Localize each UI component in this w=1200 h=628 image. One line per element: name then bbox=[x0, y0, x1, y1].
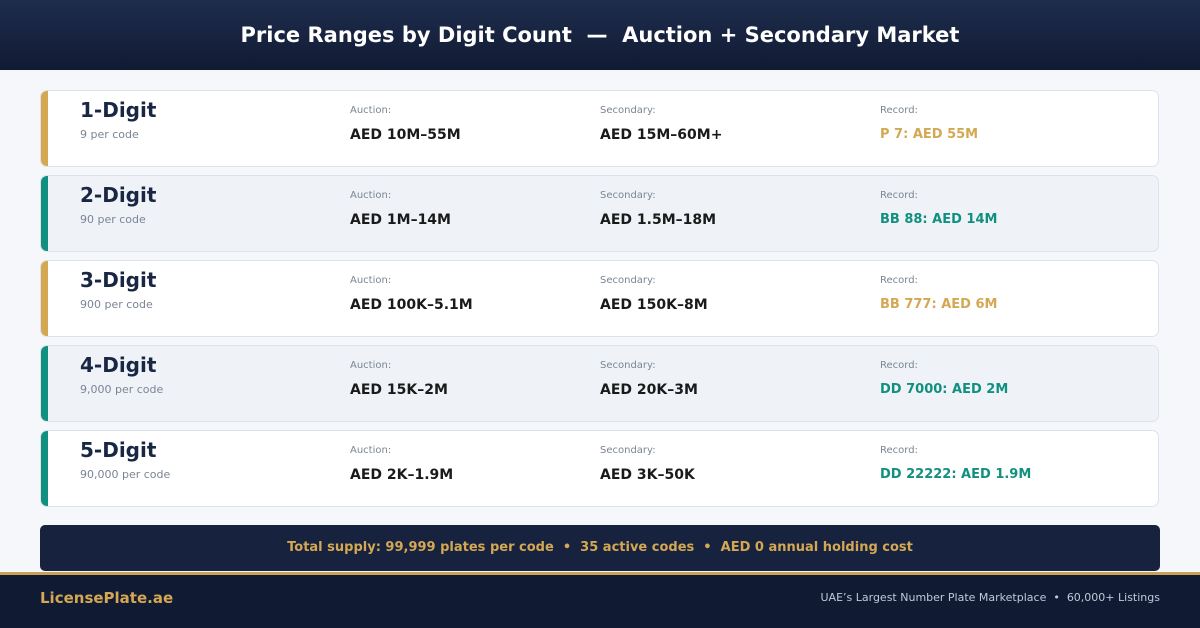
header-bar bbox=[0, 0, 1200, 70]
tier-supply: 900 per code bbox=[80, 298, 153, 311]
record-label: Record: bbox=[880, 190, 918, 201]
summary-banner: Total supply: 99,999 plates per code • 3… bbox=[40, 525, 1160, 571]
auction-label: Auction: bbox=[350, 190, 392, 201]
record-label: Record: bbox=[880, 360, 918, 371]
tier-name: 2-Digit bbox=[80, 183, 157, 207]
auction-label: Auction: bbox=[350, 360, 392, 371]
secondary-label: Secondary: bbox=[600, 360, 656, 371]
secondary-label: Secondary: bbox=[600, 190, 656, 201]
auction-value: AED 10M–55M bbox=[350, 127, 461, 143]
page-title: Price Ranges by Digit Count — Auction + … bbox=[240, 23, 960, 47]
record-value: BB 777: AED 6M bbox=[880, 297, 998, 312]
record-value: DD 22222: AED 1.9M bbox=[880, 467, 1032, 482]
accent-bar bbox=[41, 176, 48, 251]
secondary-label: Secondary: bbox=[600, 445, 656, 456]
tier-row: 4-Digit 9,000 per code Auction: AED 15K–2M S… bbox=[40, 345, 1159, 422]
record-value: DD 7000: AED 2M bbox=[880, 382, 1009, 397]
record-label: Record: bbox=[880, 105, 918, 116]
secondary-value: AED 20K–3M bbox=[600, 382, 698, 398]
tier-name: 4-Digit bbox=[80, 353, 157, 377]
accent-bar bbox=[41, 346, 48, 421]
tier-supply: 90 per code bbox=[80, 213, 146, 226]
tier-row: 3-Digit 900 per code Auction: AED 100K–5.1M… bbox=[40, 260, 1159, 337]
record-value: BB 88: AED 14M bbox=[880, 212, 998, 227]
auction-value: AED 100K–5.1M bbox=[350, 297, 473, 313]
secondary-value: AED 3K–50K bbox=[600, 467, 695, 483]
tier-name: 3-Digit bbox=[80, 268, 157, 292]
auction-value: AED 2K–1.9M bbox=[350, 467, 454, 483]
secondary-label: Secondary: bbox=[600, 275, 656, 286]
brand[interactable]: LicensePlate.ae bbox=[40, 589, 174, 607]
tier-supply: 9,000 per code bbox=[80, 383, 164, 396]
auction-value: AED 1M–14M bbox=[350, 212, 451, 228]
tier-supply: 9 per code bbox=[80, 128, 139, 141]
secondary-value: AED 1.5M–18M bbox=[600, 212, 717, 228]
secondary-value: AED 150K–8M bbox=[600, 297, 708, 313]
tier-name: 1-Digit bbox=[80, 98, 157, 122]
tier-row: 2-Digit 90 per code Auction: AED 1M–14M Seco… bbox=[40, 175, 1159, 252]
auction-value: AED 15K–2M bbox=[350, 382, 448, 398]
divider bbox=[0, 572, 1200, 575]
secondary-value: AED 15M–60M+ bbox=[600, 127, 723, 143]
accent-bar bbox=[41, 431, 48, 506]
tier-name: 5-Digit bbox=[80, 438, 157, 462]
tagline: UAE’s Largest Number Plate Marketplace •… bbox=[820, 591, 1161, 604]
accent-bar bbox=[41, 91, 48, 166]
record-value: P 7: AED 55M bbox=[880, 127, 979, 142]
auction-label: Auction: bbox=[350, 445, 392, 456]
accent-bar bbox=[41, 261, 48, 336]
record-label: Record: bbox=[880, 445, 918, 456]
auction-label: Auction: bbox=[350, 275, 392, 286]
tier-supply: 90,000 per code bbox=[80, 468, 171, 481]
auction-label: Auction: bbox=[350, 105, 392, 116]
tier-row: 5-Digit 90,000 per code Auction: AED 2K–1.9… bbox=[40, 430, 1159, 507]
secondary-label: Secondary: bbox=[600, 105, 656, 116]
tier-row: 1-Digit 9 per code Auction: AED 10M–55M Seco… bbox=[40, 90, 1159, 167]
record-label: Record: bbox=[880, 275, 918, 286]
footer-bar bbox=[0, 575, 1200, 628]
